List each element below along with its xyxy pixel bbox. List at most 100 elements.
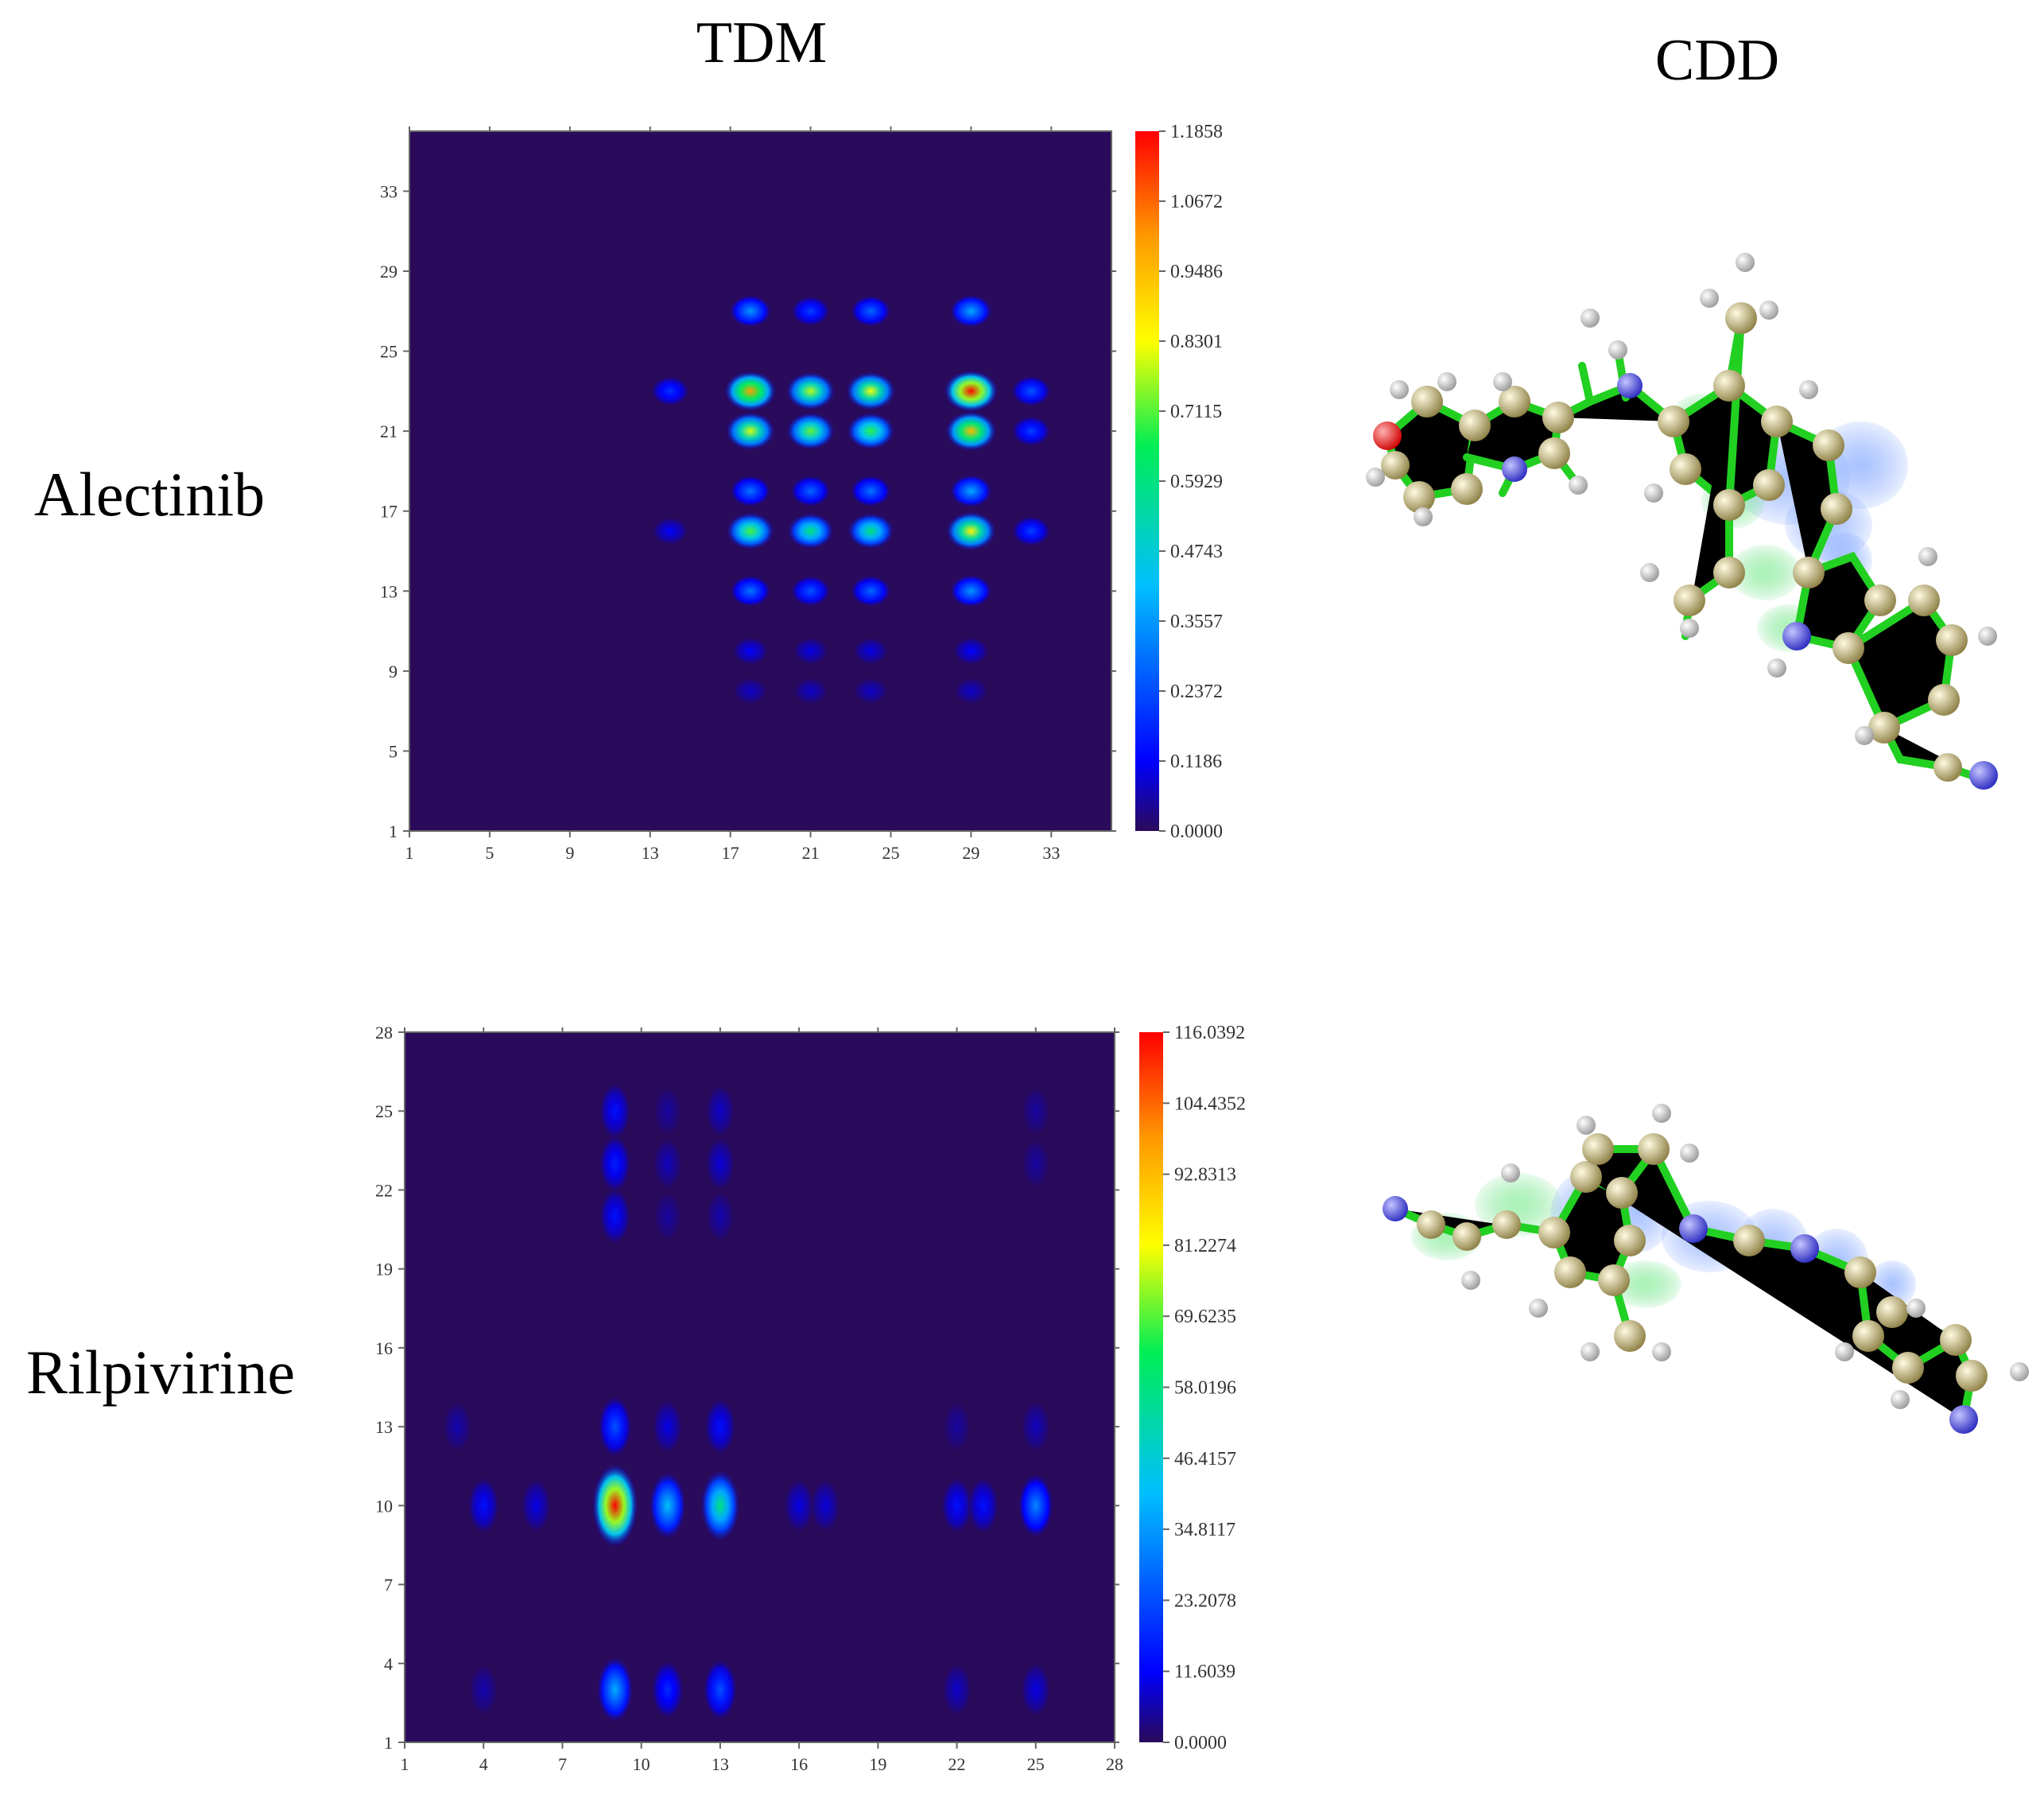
heatmap-cell	[726, 512, 775, 550]
colorbar-label: 11.6039	[1174, 1662, 1235, 1683]
heatmap-cell	[653, 1085, 682, 1138]
colorbar-label: 0.2372	[1170, 681, 1223, 702]
heatmap-cell	[949, 294, 993, 328]
colorbar-label: 23.2078	[1174, 1590, 1236, 1611]
heatmap-cell	[952, 636, 990, 666]
heatmap-cell	[783, 1478, 815, 1534]
heatmap-cell	[1010, 375, 1052, 407]
y-tick-label: 13	[375, 1417, 393, 1437]
cdd-header: CDD	[1655, 28, 1779, 93]
heatmap-cell	[793, 677, 828, 705]
density-blob	[1729, 545, 1801, 600]
heatmap-cell	[599, 1134, 631, 1194]
heatmap-cell	[651, 1660, 685, 1720]
colorbar-label: 116.0392	[1174, 1023, 1245, 1043]
colorbar-label: 58.0196	[1174, 1378, 1236, 1399]
heatmap-cell	[785, 372, 836, 410]
bonds	[1383, 317, 1988, 783]
colorbar-label: 0.1186	[1170, 751, 1222, 772]
y-tick-label: 1	[389, 821, 398, 841]
heatmap-cell	[942, 1400, 972, 1454]
heatmap-cell	[1018, 1473, 1054, 1538]
heatmap-cell	[941, 1662, 972, 1718]
heatmap-cell	[705, 1083, 735, 1139]
heatmap-cell	[650, 375, 690, 406]
y-tick-label: 7	[384, 1575, 393, 1595]
colorbar-labels: 0.0000 0.1186 0.2372 0.3557 0.4743 0.5929 0.71…	[1159, 122, 1223, 842]
heatmap-cell	[1011, 415, 1052, 447]
y-axis-ticks: 1 5 9 13 17 21 25 29 33	[380, 181, 1116, 841]
y-tick-label: 16	[375, 1338, 393, 1358]
x-tick-label: 19	[869, 1754, 886, 1774]
heatmap-cell	[731, 636, 770, 666]
colorbar-label: 92.8313	[1174, 1165, 1236, 1186]
molecule-label-alectinib: Alectinib	[34, 460, 265, 529]
heatmap-cell	[468, 1663, 498, 1717]
heatmap-cell	[847, 513, 894, 549]
heatmap-cell	[649, 1471, 687, 1540]
atoms	[1366, 253, 1998, 790]
heatmap-cell	[850, 575, 892, 608]
heatmap-cell	[1021, 1085, 1050, 1138]
heatmap-cell	[850, 295, 892, 328]
x-tick-label: 21	[802, 843, 820, 863]
colorbar-label: 0.0000	[1170, 821, 1223, 842]
heatmap-cell	[787, 513, 834, 549]
x-axis-ticks: 1 4 7 10 13 16 19 22 25 28	[401, 1027, 1123, 1774]
x-tick-label: 17	[722, 843, 739, 863]
y-tick-label: 25	[380, 342, 398, 362]
heatmap-cell	[850, 475, 892, 507]
colorbar-label: 81.2274	[1174, 1236, 1236, 1256]
heatmap-cell	[467, 1476, 500, 1535]
y-tick-label: 28	[375, 1023, 393, 1043]
heatmap-cell	[703, 1658, 738, 1721]
heatmap-cell	[651, 517, 689, 546]
x-tick-label: 9	[565, 843, 574, 863]
heatmap-hotspots	[442, 1081, 1054, 1723]
x-tick-label: 25	[882, 843, 899, 863]
colorbar-label: 34.8117	[1174, 1520, 1235, 1540]
heatmap-cell	[729, 575, 771, 608]
y-tick-label: 25	[375, 1101, 393, 1121]
x-tick-label: 25	[1027, 1754, 1045, 1774]
heatmap-cell	[729, 294, 772, 328]
colorbar-label: 1.1858	[1170, 122, 1223, 142]
heatmap-cell	[967, 1476, 999, 1535]
heatmap-cell	[846, 371, 896, 410]
heatmap-cell	[729, 475, 771, 507]
tdm-header: TDM	[696, 10, 827, 76]
y-tick-label: 9	[389, 662, 398, 681]
heatmap-cell	[705, 1190, 735, 1243]
x-tick-label: 28	[1106, 1754, 1123, 1774]
heatmap-cell	[945, 511, 996, 551]
heatmap-cell	[792, 637, 829, 666]
colorbar-label: 69.6235	[1174, 1307, 1236, 1327]
y-tick-label: 19	[375, 1260, 393, 1279]
x-tick-label: 10	[633, 1754, 650, 1774]
x-tick-label: 5	[485, 843, 494, 863]
heatmap-hotspots	[650, 294, 1052, 705]
y-tick-label: 1	[384, 1733, 393, 1753]
colorbar-label: 0.5929	[1170, 472, 1223, 492]
heatmap-cell	[941, 1476, 973, 1535]
heatmap-cell	[598, 1396, 632, 1458]
heatmap-cell	[944, 370, 999, 412]
heatmap-cell	[652, 1399, 684, 1455]
x-tick-label: 4	[479, 1754, 488, 1774]
heatmap-cell	[653, 1190, 682, 1243]
colorbar	[1135, 131, 1159, 831]
heatmap-cell	[653, 1136, 683, 1191]
heatmap-cell	[1021, 1137, 1050, 1190]
heatmap-cell	[1011, 515, 1052, 547]
x-tick-label: 13	[642, 843, 659, 863]
x-tick-label: 1	[405, 843, 414, 863]
heatmap-cell	[847, 413, 895, 450]
colorbar-label: 1.0672	[1170, 192, 1223, 212]
colorbar-label: 0.9486	[1170, 262, 1223, 282]
heatmap-cell	[704, 1136, 735, 1192]
x-tick-label: 22	[948, 1754, 966, 1774]
heatmap-cell	[1020, 1661, 1052, 1718]
colorbar-label: 0.4743	[1170, 542, 1223, 562]
heatmap-cell	[725, 412, 775, 450]
